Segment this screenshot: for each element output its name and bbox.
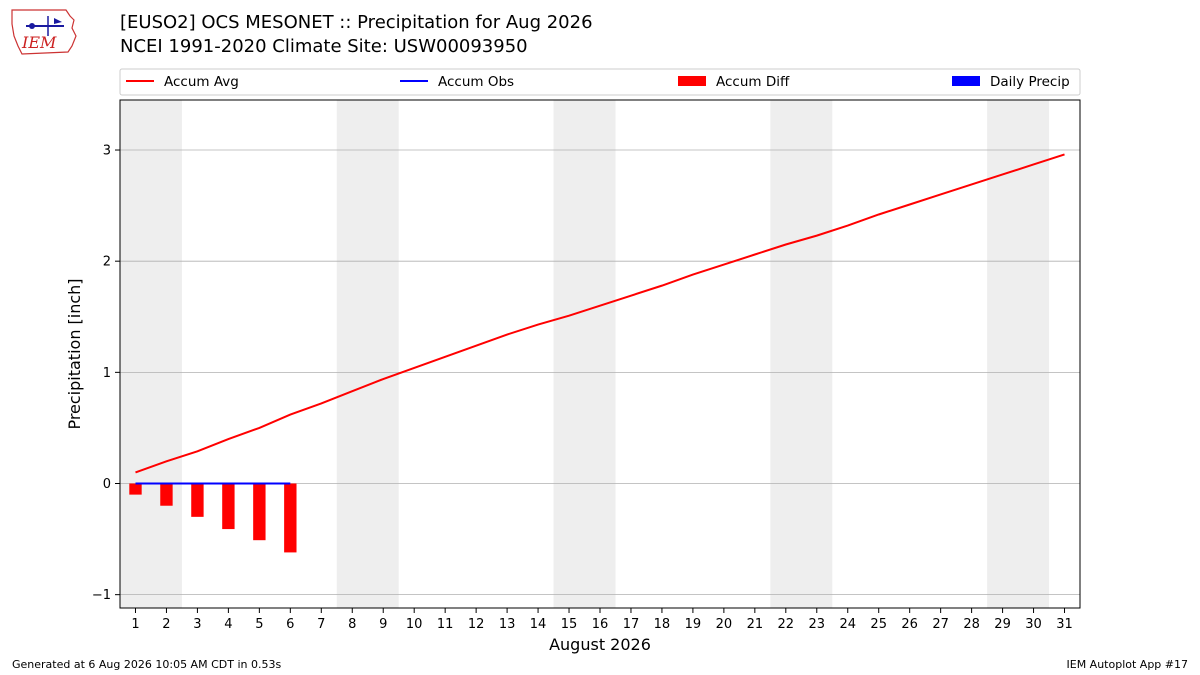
x-tick-label: 1 — [131, 617, 139, 632]
legend-daily-precip-swatch — [952, 76, 980, 86]
diff-bar — [222, 483, 235, 530]
x-tick-label: 2 — [162, 617, 170, 632]
weekend-shade — [553, 100, 616, 608]
x-tick-label: 20 — [716, 617, 733, 632]
chart-title: [EUSO2] OCS MESONET :: Precipitation for… — [120, 12, 593, 33]
x-tick-label: 3 — [193, 617, 201, 632]
diff-bar — [284, 483, 297, 553]
x-tick-label: 19 — [685, 617, 702, 632]
y-tick-label: 1 — [103, 366, 111, 381]
x-tick-label: 15 — [561, 617, 578, 632]
x-tick-label: 17 — [623, 617, 640, 632]
x-tick-label: 29 — [994, 617, 1011, 632]
legend-box — [119, 68, 1081, 96]
svg-text:IEM: IEM — [21, 33, 57, 52]
legend-accum-obs-label: Accum Obs — [438, 74, 514, 90]
x-tick-label: 21 — [747, 617, 764, 632]
x-tick-label: 28 — [963, 617, 980, 632]
weekend-shade — [770, 100, 833, 608]
legend-accum-diff-label: Accum Diff — [716, 74, 790, 90]
x-tick-label: 31 — [1056, 617, 1073, 632]
y-axis-label: Precipitation [inch] — [65, 278, 84, 429]
x-tick-label: 16 — [592, 617, 609, 632]
generated-timestamp: Generated at 6 Aug 2026 10:05 AM CDT in … — [12, 658, 282, 671]
x-tick-label: 18 — [654, 617, 671, 632]
x-tick-label: 8 — [348, 617, 356, 632]
x-tick-label: 7 — [317, 617, 325, 632]
x-tick-label: 9 — [379, 617, 387, 632]
y-tick-label: −1 — [92, 588, 111, 603]
legend-accum-diff-swatch — [678, 76, 706, 86]
y-tick-label: 2 — [103, 255, 111, 270]
weekend-shade — [336, 100, 399, 608]
x-tick-label: 5 — [255, 617, 263, 632]
diff-bar — [253, 483, 266, 541]
x-tick-label: 11 — [437, 617, 454, 632]
iem-logo: IEM — [11, 9, 77, 55]
accum-avg-line — [135, 153, 1065, 474]
legend-accum-avg-label: Accum Avg — [164, 74, 239, 90]
y-tick-label: 3 — [103, 144, 111, 159]
x-tick-label: 13 — [499, 617, 516, 632]
y-tick-label: 0 — [103, 477, 111, 492]
x-tick-label: 12 — [468, 617, 485, 632]
diff-bar — [191, 483, 204, 517]
diff-bar — [160, 483, 173, 506]
x-tick-label: 26 — [901, 617, 918, 632]
weekend-shade — [987, 100, 1050, 608]
chart-subtitle: NCEI 1991-2020 Climate Site: USW00093950 — [120, 36, 528, 57]
x-tick-label: 22 — [778, 617, 795, 632]
x-tick-label: 24 — [839, 617, 856, 632]
x-tick-label: 27 — [932, 617, 949, 632]
app-credit: IEM Autoplot App #17 — [1066, 658, 1189, 671]
x-tick-label: 10 — [406, 617, 423, 632]
x-tick-label: 25 — [870, 617, 887, 632]
x-tick-label: 30 — [1025, 617, 1042, 632]
legend-daily-precip-label: Daily Precip — [990, 74, 1070, 90]
x-axis-label: August 2026 — [549, 635, 651, 654]
weekend-shade — [120, 100, 182, 608]
diff-bar — [129, 483, 142, 495]
x-tick-label: 6 — [286, 617, 294, 632]
x-tick-label: 4 — [224, 617, 232, 632]
x-tick-label: 14 — [530, 617, 547, 632]
x-tick-label: 23 — [809, 617, 826, 632]
